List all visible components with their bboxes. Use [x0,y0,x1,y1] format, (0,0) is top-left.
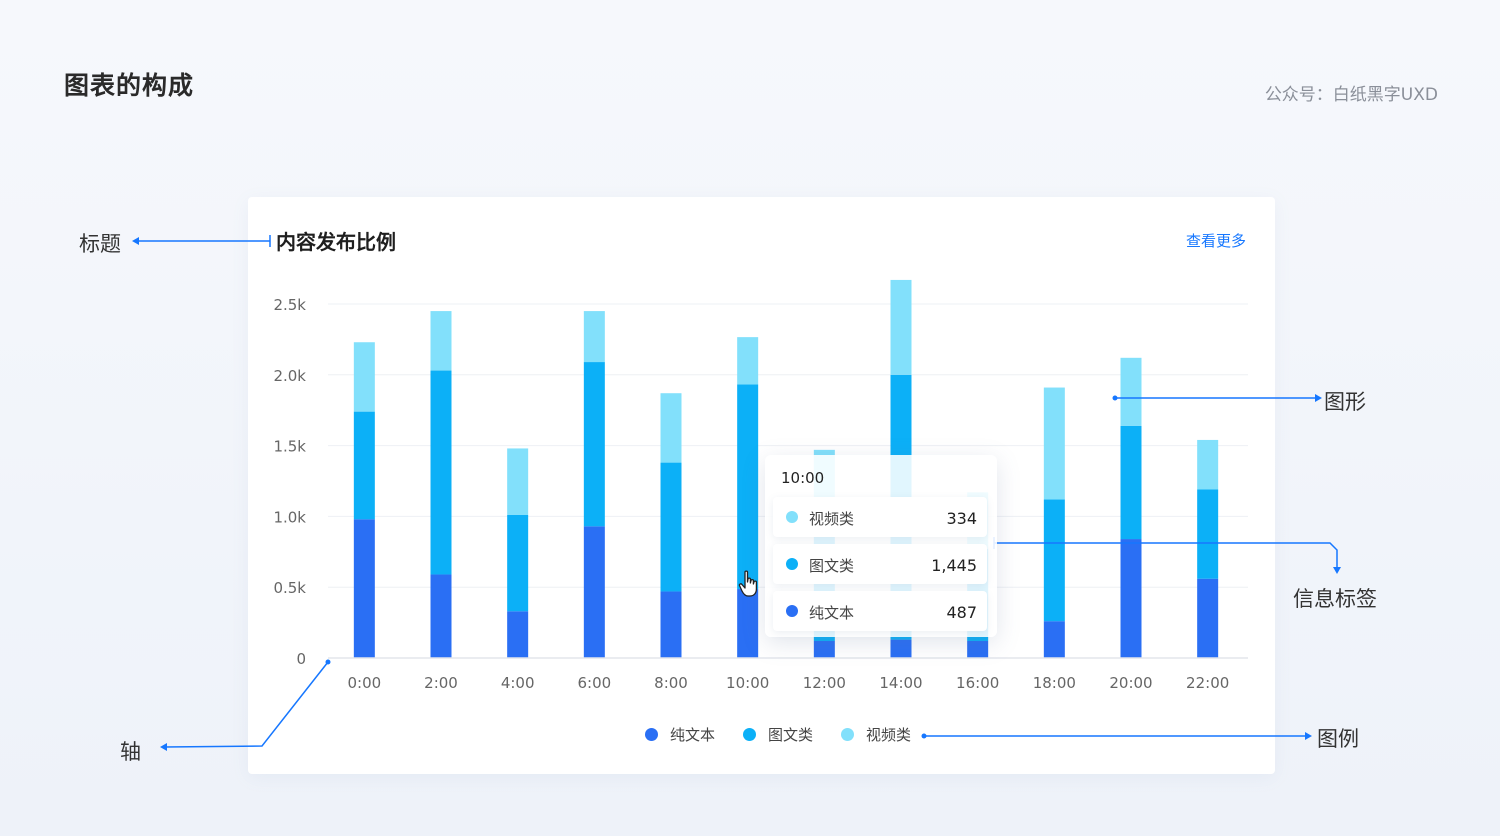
bar-segment[interactable] [353,411,375,520]
bar-segment[interactable] [583,362,605,527]
title-connector-arrow [132,237,139,245]
x-tick-label: 12:00 [803,674,846,692]
bar-segment[interactable] [967,641,989,658]
bar-segment[interactable] [507,611,529,658]
tooltip-value: 334 [946,509,977,528]
tooltip-label: 图文类 [809,557,855,575]
chart-card [248,197,1275,774]
annotation-lines [132,235,1341,751]
tooltip-connector-arrow [1333,567,1341,574]
bar-segment[interactable] [660,393,682,463]
bar-segment[interactable] [507,514,529,612]
legend-label: 图文类 [768,726,814,744]
y-tick-label: 1.5k [273,438,306,456]
legend-dot [841,728,855,741]
x-tick-label: 2:00 [424,674,458,692]
x-tick-label: 10:00 [726,674,769,692]
x-tick-label: 18:00 [1033,674,1076,692]
bar-segment[interactable] [1120,425,1142,540]
annotation-legend: 图例 [1317,727,1359,751]
bar-segment[interactable] [1197,489,1219,579]
bar-segment[interactable] [737,337,759,385]
shape-connector-arrow [1315,394,1322,402]
page-title: 图表的构成 [64,71,195,100]
tooltip-row: 视频类 334 [773,497,987,537]
bar-segment[interactable] [430,311,452,371]
bar-segment[interactable] [660,591,682,658]
author-credit: 公众号：白纸黑字UXD [1264,85,1438,105]
legend-dot [743,728,757,741]
bar-segment[interactable] [1120,539,1142,658]
bar-segment[interactable] [353,519,375,658]
tooltip-row: 图文类 1,445 [773,544,987,584]
tooltip-label: 纯文本 [809,604,855,622]
tooltip-value: 487 [946,603,977,622]
annotation-shape: 图形 [1324,390,1366,414]
tooltip-dot [786,558,798,570]
x-tick-label: 0:00 [347,674,381,692]
bar-segment[interactable] [1043,499,1065,622]
legend-label: 纯文本 [670,726,716,744]
annotation-tooltip: 信息标签 [1293,587,1377,611]
tooltip-value: 1,445 [931,556,977,575]
chart-legend: 纯文本 图文类 视频类 [645,724,911,745]
bar-segment[interactable] [430,370,452,575]
legend-label: 视频类 [866,726,912,744]
y-axis-ticks: 0 0.5k 1.0k 1.5k 2.0k 2.5k [273,296,306,668]
data-tooltip: 10:00 视频类 334 图文类 1,445 纯文本 487 [765,455,997,637]
bar-segment[interactable] [1043,621,1065,658]
x-tick-label: 4:00 [501,674,535,692]
legend-item-video[interactable]: 视频类 [841,724,911,745]
tooltip-time: 10:00 [781,469,825,487]
bar-segment[interactable] [583,311,605,363]
tooltip-row: 纯文本 487 [773,591,987,631]
annotation-title: 标题 [79,232,121,256]
x-tick-label: 16:00 [956,674,999,692]
y-tick-label: 2.5k [273,296,306,314]
axis-connector [163,661,329,748]
x-tick-label: 8:00 [654,674,688,692]
bar-segment[interactable] [890,639,912,658]
legend-dot [645,728,658,741]
chart-title: 内容发布比例 [276,230,396,254]
bar-segment[interactable] [583,526,605,658]
bar-segment[interactable] [1120,357,1142,426]
bar-segment[interactable] [1043,387,1065,500]
y-tick-label: 2.0k [273,367,306,385]
x-axis-ticks: 0:00 2:00 4:00 6:00 8:00 10:00 12:00 14:00 16:00… [347,674,1229,692]
axis-connector-arrow [160,743,167,751]
annotation-axis: 轴 [120,740,141,764]
bar-segment[interactable] [430,574,452,658]
bar-segment[interactable] [1197,439,1219,490]
tooltip-label: 视频类 [809,510,855,528]
legend-item-pure-text[interactable]: 纯文本 [645,724,715,745]
tooltip-connector [994,542,1338,570]
view-more-link[interactable]: 查看更多 [1186,232,1247,250]
tooltip-dot [786,511,798,523]
legend-item-image-text[interactable]: 图文类 [743,724,813,745]
bar-segment[interactable] [660,462,682,592]
y-tick-label: 0 [296,650,306,668]
bar-segment[interactable] [813,641,835,658]
bar-segment[interactable] [737,589,759,658]
y-tick-label: 1.0k [273,508,306,526]
bar-segment[interactable] [353,342,375,412]
x-tick-label: 14:00 [879,674,922,692]
tooltip-dot [786,605,798,617]
bar-segment[interactable] [890,279,912,375]
x-tick-label: 20:00 [1109,674,1152,692]
bar-segment[interactable] [1197,578,1219,658]
x-tick-label: 6:00 [577,674,611,692]
x-tick-label: 22:00 [1186,674,1229,692]
bar-segment[interactable] [507,448,529,515]
legend-connector-arrow [1305,732,1312,740]
y-tick-label: 0.5k [273,579,306,597]
bar-segment[interactable] [737,384,759,590]
hand-cursor-icon [738,570,758,597]
